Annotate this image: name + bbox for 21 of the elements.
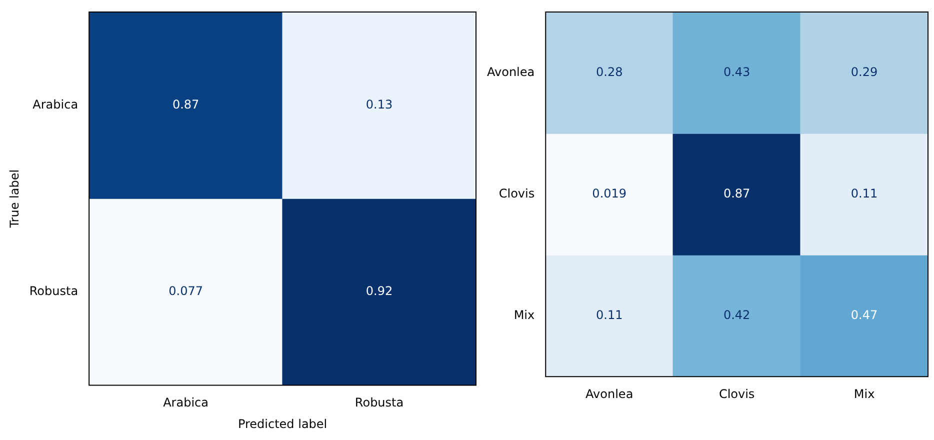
data-label: 0.42 xyxy=(723,308,750,322)
data-label: 0.13 xyxy=(366,97,393,112)
y-tick-label: Mix xyxy=(514,308,535,322)
data-label: 0.43 xyxy=(723,64,750,79)
y-axis-title: True label xyxy=(7,169,22,229)
data-label: 0.11 xyxy=(596,308,623,322)
x-tick-label: Mix xyxy=(854,386,875,401)
data-label: 0.29 xyxy=(850,64,878,79)
data-label: 0.87 xyxy=(172,97,200,112)
data-label: 0.92 xyxy=(366,284,393,298)
y-tick-label: Avonlea xyxy=(487,64,535,79)
data-label: 0.28 xyxy=(596,64,623,79)
y-tick-label: Clovis xyxy=(498,186,535,200)
data-label: 0.077 xyxy=(168,284,203,298)
data-label: 0.11 xyxy=(850,186,878,200)
data-label: 0.019 xyxy=(592,186,627,200)
x-tick-label: Avonlea xyxy=(586,386,634,401)
data-label: 0.47 xyxy=(850,308,878,322)
x-tick-label: Clovis xyxy=(718,386,755,401)
x-axis-title: Predicted label xyxy=(238,416,328,431)
data-label: 0.87 xyxy=(723,186,750,200)
